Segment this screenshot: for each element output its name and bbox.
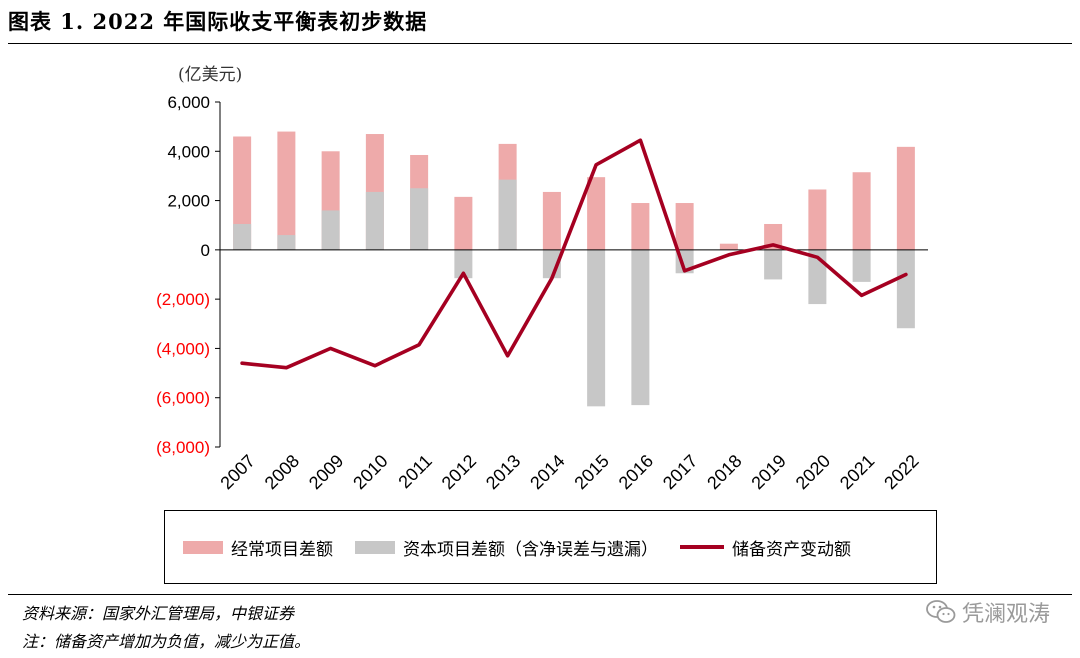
bar-current-account-2022	[896, 146, 915, 250]
y-tick-label: (4,000)	[156, 339, 210, 358]
x-tick-label: 2018	[703, 451, 745, 493]
bar-capital-account-2019	[764, 249, 783, 280]
bar-current-account-2007	[233, 136, 252, 250]
x-tick-label: 2008	[261, 451, 303, 493]
bar-capital-account-2010	[365, 191, 384, 250]
x-tick-label: 2009	[305, 451, 347, 493]
line-reserve-assets	[240, 138, 908, 370]
bar-current-account-2019	[764, 223, 783, 250]
bottom-rule	[8, 594, 1072, 595]
wechat-icon	[926, 600, 956, 623]
bar-capital-account-2016	[631, 249, 650, 406]
bar-current-account-2021	[852, 172, 871, 250]
bar-current-account-2016	[631, 203, 650, 250]
y-unit-label: (亿美元)	[178, 65, 242, 85]
y-tick-label: (6,000)	[156, 389, 210, 408]
legend-label-capital-account: 资本项目差额（含净误差与遗漏）	[403, 539, 658, 560]
x-tick-label: 2022	[880, 451, 922, 493]
bar-capital-account-2013	[498, 179, 517, 250]
legend-label-current-account: 经常项目差额	[231, 539, 333, 560]
bar-current-account-2017	[675, 203, 694, 250]
x-tick-label: 2010	[349, 451, 391, 493]
y-tick-label: 4,000	[167, 142, 210, 161]
y-tick-label: (2,000)	[156, 290, 210, 309]
x-tick-label: 2011	[394, 451, 436, 493]
bar-current-account-2012	[454, 196, 473, 250]
y-tick-label: 0	[201, 241, 210, 260]
bar-capital-account-2022	[896, 249, 915, 329]
x-tick-label: 2016	[615, 451, 657, 493]
figure-title: 图表 1. 2022 年国际收支平衡表初步数据	[8, 9, 428, 34]
chart-legend: 经常项目差额 资本项目差额（含净误差与遗漏） 储备资产变动额	[164, 510, 937, 584]
legend-item-reserve-assets: 储备资产变动额	[680, 535, 851, 560]
bar-current-account-2008	[277, 131, 296, 250]
legend-swatch-current-account	[183, 540, 223, 554]
bar-capital-account-2011	[410, 188, 429, 250]
bar-capital-account-2012	[454, 249, 473, 279]
bar-capital-account-2009	[321, 210, 340, 250]
bar-current-account-2020	[808, 189, 827, 250]
x-tick-label: 2007	[216, 451, 258, 493]
legend-label-reserve-assets: 储备资产变动额	[732, 539, 851, 560]
x-tick-label: 2021	[836, 451, 878, 493]
watermark-text: 凭澜观涛	[961, 602, 1050, 627]
x-tick-label: 2017	[659, 451, 701, 493]
x-tick-label: 2019	[747, 451, 789, 493]
bar-current-account-2015	[587, 177, 606, 250]
legend-swatch-capital-account	[355, 540, 395, 554]
bar-capital-account-2021	[852, 249, 871, 282]
legend-item-capital-account: 资本项目差额（含净误差与遗漏）	[355, 535, 658, 560]
x-tick-label: 2013	[482, 451, 524, 493]
source-note: 资料来源：国家外汇管理局，中银证券	[22, 604, 295, 623]
bar-capital-account-2008	[277, 235, 296, 250]
x-tick-label: 2012	[438, 451, 480, 493]
legend-item-current-account: 经常项目差额	[183, 535, 333, 560]
y-tick-label: (8,000)	[156, 438, 210, 457]
x-tick-label: 2014	[526, 451, 568, 493]
watermark: 凭澜观涛	[926, 596, 1050, 628]
y-tick-label: 2,000	[167, 192, 210, 211]
bar-capital-account-2015	[587, 249, 606, 407]
bar-capital-account-2007	[233, 223, 252, 250]
y-tick-label: 6,000	[167, 93, 210, 112]
legend-swatch-reserve-assets	[680, 545, 724, 549]
chart: 6,000 4,000 2,000 0 (2,000) (4,000) (6,000) (8,…	[156, 65, 928, 493]
footnote: 注：储备资产增加为负值，减少为正值。	[22, 632, 311, 651]
bar-current-account-2014	[542, 191, 561, 250]
x-tick-label: 2020	[792, 451, 834, 493]
top-rule	[8, 43, 1072, 44]
x-tick-label: 2015	[570, 451, 612, 493]
bar-current-account-2018	[719, 243, 738, 250]
